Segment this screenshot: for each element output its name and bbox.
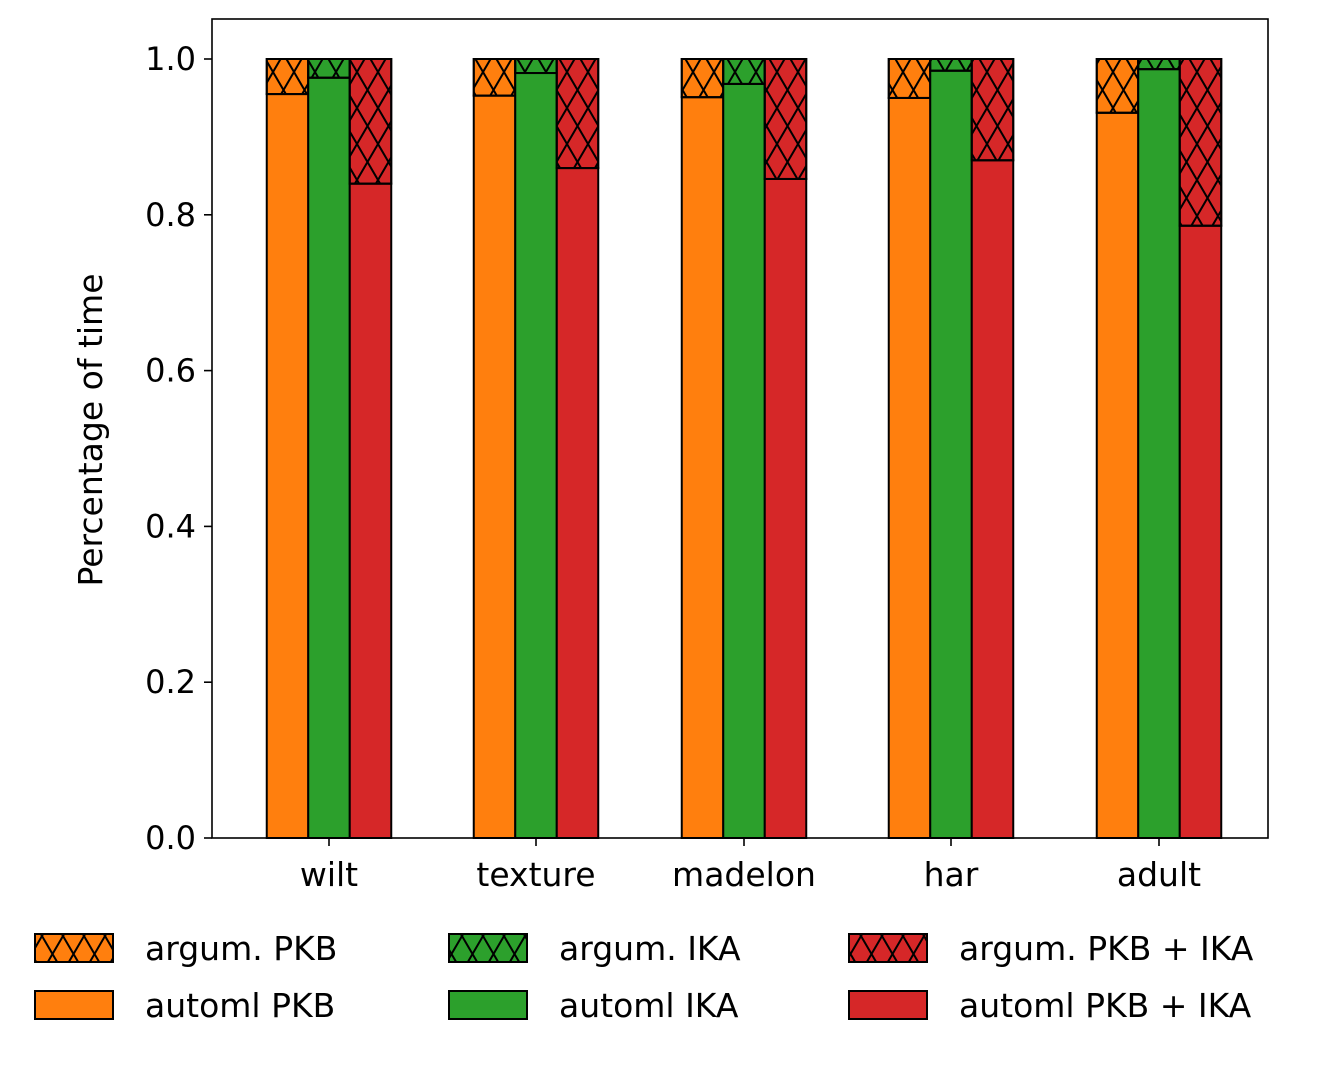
legend-label: argum. IKA — [559, 929, 741, 968]
automl-pkb-ika-bar-texture — [555, 167, 600, 839]
y-tick-label: 0.8 — [145, 196, 196, 234]
automl-ika-bar-texture — [514, 72, 558, 840]
y-tick-label: 0.6 — [145, 352, 196, 390]
legend-label: automl PKB — [145, 986, 335, 1025]
legend-item: argum. PKB — [34, 929, 337, 968]
y-tick-label: 1.0 — [145, 40, 196, 78]
automl-pkb-bar-adult — [1095, 111, 1140, 840]
legend-label: argum. PKB + IKA — [959, 929, 1254, 968]
argum-pkb-bar-texture-hatch — [472, 58, 517, 97]
argum-pkb-bar-adult-hatch — [1095, 58, 1140, 114]
automl-pkb-bar-madelon — [680, 96, 725, 839]
automl-pkb-bar-texture — [472, 94, 517, 840]
argum-pkb-ika-bar-madelon-hatch — [763, 58, 808, 180]
argum-pkb-bar-har-hatch — [887, 58, 932, 99]
automl-pkb-ika-bar-madelon — [763, 177, 808, 839]
legend-label: automl IKA — [559, 986, 739, 1025]
x-tick-label-wilt: wilt — [300, 855, 358, 894]
y-tick-label: 0.2 — [145, 663, 196, 701]
automl-pkb-bar-har — [887, 96, 932, 839]
x-tick-label-madelon: madelon — [672, 855, 816, 894]
argum-pkb-bar-madelon-hatch — [680, 58, 725, 99]
argum-ika-bar-texture-hatch — [514, 58, 558, 75]
y-tick-label: 0.0 — [145, 819, 196, 857]
argum-ika-bar-har-hatch — [929, 58, 973, 72]
y-axis-label: Percentage of time — [71, 274, 110, 587]
automl-ika-bar-madelon — [722, 82, 766, 840]
automl-pkb-ika-bar-har — [970, 159, 1015, 839]
argum-pkb-ika-bar-adult-hatch — [1178, 58, 1223, 227]
automl-ika-bar-wilt — [307, 76, 351, 840]
argum-ika-bar-adult-hatch — [1137, 58, 1181, 71]
x-tick-label-adult: adult — [1117, 855, 1201, 894]
automl-pkb-ika-bar-adult — [1178, 224, 1223, 839]
legend-label: automl PKB + IKA — [959, 986, 1252, 1025]
legend-item: argum. PKB + IKA — [848, 929, 1254, 968]
legend-swatch — [848, 990, 928, 1020]
argum-ika-bar-wilt-hatch — [307, 58, 351, 79]
legend-label: argum. PKB — [145, 929, 337, 968]
argum-pkb-bar-wilt-hatch — [265, 58, 310, 96]
argum-pkb-ika-bar-har-hatch — [970, 58, 1015, 162]
x-tick-label-texture: texture — [476, 855, 595, 894]
legend-swatch-hatch — [34, 933, 114, 963]
automl-pkb-ika-bar-wilt — [348, 182, 393, 839]
legend-swatch-hatch — [448, 933, 528, 963]
argum-pkb-ika-bar-texture-hatch — [555, 58, 600, 170]
y-tick-label: 0.4 — [145, 507, 196, 545]
plot-frame — [211, 18, 1269, 839]
automl-pkb-bar-wilt — [265, 93, 310, 840]
legend-swatch — [448, 990, 528, 1020]
x-tick-label-har: har — [924, 855, 979, 894]
legend-item: automl PKB + IKA — [848, 986, 1252, 1025]
legend-item: argum. IKA — [448, 929, 741, 968]
automl-ika-bar-har — [929, 69, 973, 839]
legend-swatch-hatch — [848, 933, 928, 963]
legend-item: automl PKB — [34, 986, 335, 1025]
legend-item: automl IKA — [448, 986, 739, 1025]
legend-swatch — [34, 990, 114, 1020]
argum-ika-bar-madelon-hatch — [722, 58, 766, 85]
argum-pkb-ika-bar-wilt-hatch — [348, 58, 393, 185]
automl-ika-bar-adult — [1137, 68, 1181, 839]
